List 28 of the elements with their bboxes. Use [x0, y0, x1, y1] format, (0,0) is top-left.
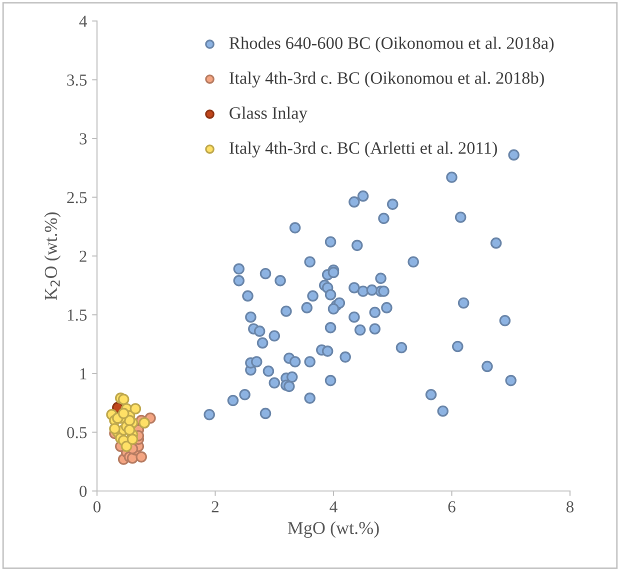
- legend-label: Rhodes 640-600 BC (Oikonomou et al. 2018a): [229, 36, 554, 52]
- x-axis-title: MgO (wt.%): [288, 521, 379, 538]
- x-tick-label: 8: [566, 501, 574, 512]
- y-axis-title: K$_{2}$O (wt.%): [44, 212, 61, 300]
- x-tick-label: 6: [448, 501, 456, 512]
- y-tick-label: 0.5: [67, 426, 87, 438]
- legend-label: Italy 4th-3rd c. BC (Arletti et al. 2011): [230, 142, 497, 158]
- point: [109, 423, 120, 434]
- point: [118, 394, 130, 405]
- legend-label: Italy 4th-3rd c. BC (Oikonomou et al. 2018b): [230, 72, 544, 88]
- y-tick-label: 2.5: [67, 192, 87, 204]
- y-tick-label: 1: [80, 368, 86, 380]
- x-tick-label: 4: [330, 501, 338, 512]
- y-tick-label: 2: [80, 250, 86, 262]
- point: [136, 451, 147, 463]
- point: [130, 403, 142, 414]
- y-tick-label: 1.5: [68, 310, 87, 321]
- point: [126, 434, 138, 445]
- y-tick-label: 3: [80, 133, 87, 144]
- point: [118, 408, 130, 420]
- legend-label: Glass Inlay: [230, 106, 308, 122]
- point: [124, 424, 136, 436]
- y-tick-label: 3.5: [67, 74, 87, 86]
- y-tick-label: 4: [79, 16, 88, 27]
- x-tick-label: 2: [212, 501, 218, 512]
- x-tick-label: 0: [93, 501, 101, 512]
- point: [120, 440, 132, 452]
- y-tick-label: 0: [80, 486, 87, 497]
